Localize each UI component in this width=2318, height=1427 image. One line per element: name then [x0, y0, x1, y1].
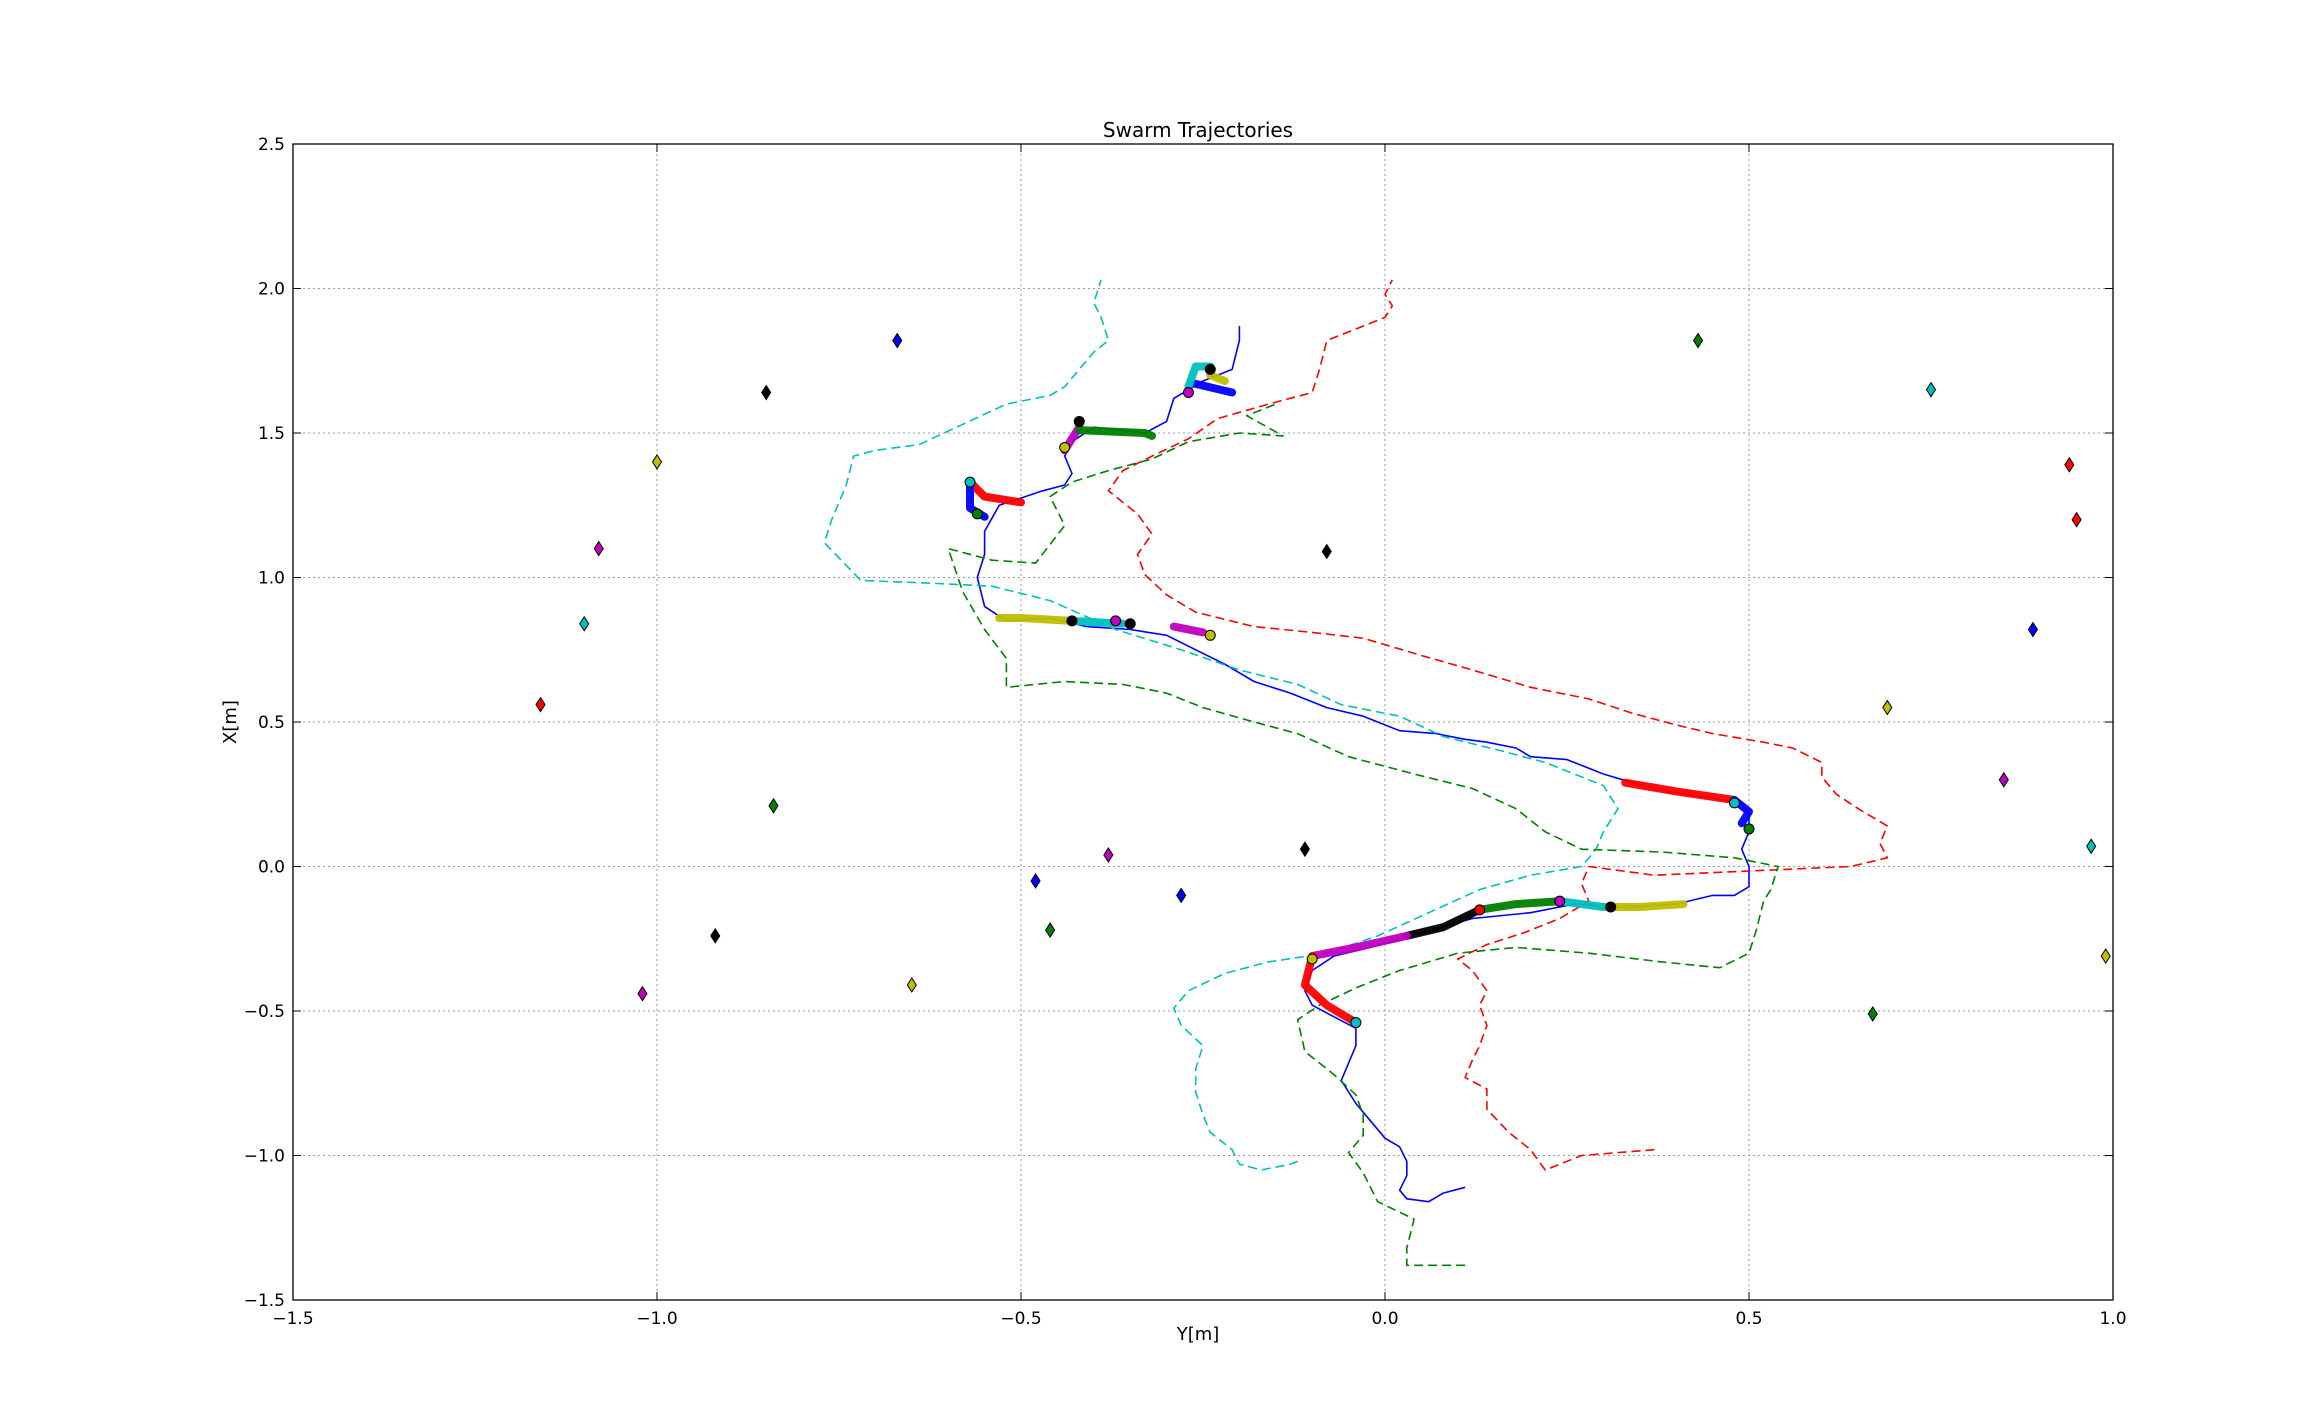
y-tick-label: 0.5: [258, 713, 285, 733]
diamond-marker-10: [1030, 873, 1041, 889]
waypoint-dot-8: [1124, 618, 1136, 630]
x-axis-label: Y[m]: [1176, 1324, 1220, 1345]
diamond-marker-15: [1321, 543, 1332, 560]
waypoint-dot-9: [1204, 629, 1216, 641]
waypoint-dot-6: [1066, 615, 1078, 627]
waypoint-dot-4: [964, 476, 976, 488]
diamond-marker-18: [2064, 456, 2075, 473]
trajectory-2: [823, 279, 1619, 1171]
x-tick-label: −1.0: [636, 1309, 677, 1329]
highlight-segment-13: [1555, 897, 1608, 911]
diamond-marker-23: [2086, 838, 2097, 855]
diamond-marker-12: [1103, 847, 1114, 863]
diamond-marker-1: [761, 384, 772, 401]
highlight-segment-14: [1475, 897, 1564, 914]
waypoint-dot-10: [1728, 797, 1740, 809]
waypoint-dot-5: [971, 508, 983, 520]
x-tick-label: 0.5: [1735, 1309, 1762, 1329]
waypoint-dot-15: [1306, 953, 1318, 965]
waypoint-dot-16: [1350, 1017, 1362, 1029]
y-tick-label: −1.0: [244, 1147, 285, 1167]
diamond-marker-8: [637, 985, 648, 1002]
diamond-marker-19: [2071, 511, 2082, 528]
y-tick-label: 1.5: [258, 424, 285, 444]
highlight-segment-15: [1402, 905, 1484, 940]
diamond-marker-22: [1998, 771, 2009, 788]
diamond-marker-4: [579, 615, 590, 632]
y-tick-label: 0.0: [258, 858, 285, 878]
highlight-segment-17: [1300, 952, 1360, 1027]
waypoint-dot-2: [1073, 415, 1085, 427]
trajectory-1: [1107, 279, 1889, 1171]
highlight-segment-7: [995, 614, 1076, 625]
x-tick-label: −1.5: [272, 1309, 313, 1329]
y-tick-label: 1.0: [258, 569, 285, 589]
y-tick-label: −1.5: [244, 1291, 285, 1311]
y-tick-label: −0.5: [244, 1002, 285, 1022]
diamond-marker-7: [710, 927, 721, 944]
diamond-marker-25: [1867, 1005, 1878, 1022]
plot-area: −1.5 −1.0 −0.5 0.0 0.5 1.0 −1.5 −1.0 −0.5 0.0 0.5 1…: [244, 135, 2127, 1329]
y-tick-label: 2.5: [258, 135, 285, 155]
x-tick-label: 1.0: [2099, 1309, 2126, 1329]
waypoint-dot-13: [1554, 895, 1566, 907]
waypoint-dot-0: [1204, 363, 1216, 375]
x-tick-label: −0.5: [1000, 1309, 1041, 1329]
diamond-marker-13: [1176, 887, 1187, 904]
y-tick-label: 2.0: [258, 280, 285, 300]
highlight-segment-4: [1075, 426, 1156, 440]
diamond-marker-16: [1692, 332, 1704, 349]
diamond-marker-17: [1925, 381, 1937, 398]
chart-title: Swarm Trajectories: [1103, 118, 1293, 142]
waypoint-dot-11: [1743, 823, 1755, 835]
x-tick-label: 0.0: [1371, 1309, 1398, 1329]
waypoint-dot-7: [1110, 615, 1122, 627]
diamond-marker-9: [906, 977, 917, 993]
diamond-marker-5: [535, 696, 546, 713]
waypoint-dot-12: [1605, 901, 1617, 913]
diamond-marker-20: [2027, 621, 2039, 638]
waypoint-dot-14: [1474, 904, 1486, 916]
highlight-segment-16: [1308, 931, 1411, 961]
diamond-marker-0: [892, 332, 903, 349]
diamond-marker-2: [651, 453, 663, 470]
highlight-segment-5: [966, 478, 1025, 507]
diamond-marker-21: [1882, 699, 1893, 716]
diamond-marker-24: [2100, 948, 2111, 965]
diamond-marker-6: [768, 797, 779, 814]
highlight-segment-9: [1169, 622, 1207, 637]
highlight-segment-10: [1621, 778, 1739, 804]
diamond-marker-11: [1045, 922, 1056, 939]
diamond-marker-3: [593, 540, 604, 557]
trajectory-3: [947, 403, 1779, 1267]
waypoint-dot-1: [1182, 387, 1194, 399]
diamond-marker-14: [1299, 841, 1311, 858]
highlight-segment-0: [1191, 379, 1237, 397]
highlight-segment-1: [1184, 362, 1215, 391]
highlight-segment-2: [1206, 371, 1229, 385]
y-axis-label: X[m]: [220, 700, 241, 744]
waypoint-dot-3: [1059, 441, 1071, 453]
